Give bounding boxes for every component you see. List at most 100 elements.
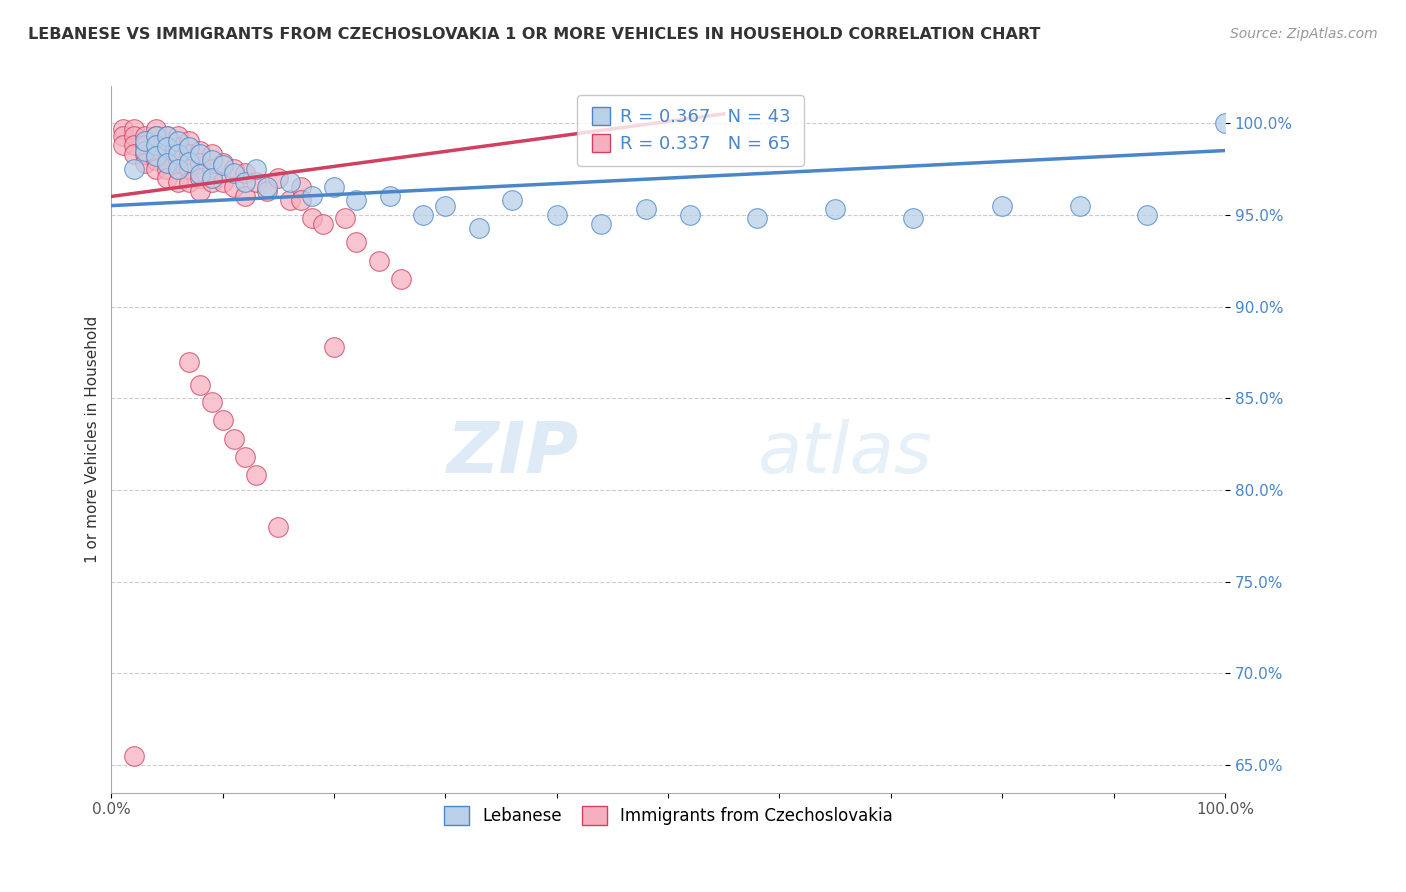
Point — [145, 128, 167, 143]
Point — [201, 161, 224, 176]
Text: Source: ZipAtlas.com: Source: ZipAtlas.com — [1230, 27, 1378, 41]
Point — [233, 450, 256, 464]
Point — [335, 211, 357, 226]
Point — [222, 432, 245, 446]
Point — [290, 180, 312, 194]
Point — [679, 208, 702, 222]
Point — [468, 220, 491, 235]
Point — [378, 189, 401, 203]
Point — [245, 161, 267, 176]
Point — [634, 202, 657, 217]
Point — [179, 140, 201, 154]
Point — [122, 121, 145, 136]
Point — [222, 161, 245, 176]
Point — [245, 175, 267, 189]
Text: LEBANESE VS IMMIGRANTS FROM CZECHOSLOVAKIA 1 OR MORE VEHICLES IN HOUSEHOLD CORRE: LEBANESE VS IMMIGRANTS FROM CZECHOSLOVAK… — [28, 27, 1040, 42]
Point — [190, 147, 212, 161]
Point — [156, 156, 179, 170]
Point — [290, 193, 312, 207]
Point — [233, 165, 256, 179]
Point — [111, 128, 134, 143]
Point — [591, 217, 613, 231]
Point — [201, 147, 224, 161]
Point — [1136, 208, 1159, 222]
Point — [156, 140, 179, 154]
Point — [122, 138, 145, 153]
Point — [546, 208, 568, 222]
Point — [167, 140, 190, 154]
Point — [323, 340, 346, 354]
Y-axis label: 1 or more Vehicles in Household: 1 or more Vehicles in Household — [86, 316, 100, 563]
Point — [167, 147, 190, 161]
Point — [211, 413, 233, 427]
Point — [145, 144, 167, 158]
Point — [122, 128, 145, 143]
Point — [122, 161, 145, 176]
Point — [201, 171, 224, 186]
Point — [190, 168, 212, 182]
Point — [179, 147, 201, 161]
Point — [167, 153, 190, 167]
Text: ZIP: ZIP — [447, 419, 579, 488]
Point — [434, 198, 457, 212]
Point — [267, 519, 290, 533]
Point — [278, 193, 301, 207]
Point — [179, 354, 201, 368]
Point — [111, 121, 134, 136]
Point — [211, 156, 233, 170]
Point — [211, 158, 233, 172]
Point — [156, 161, 179, 176]
Point — [344, 193, 367, 207]
Point — [278, 175, 301, 189]
Point — [156, 128, 179, 143]
Point — [134, 138, 156, 153]
Point — [167, 161, 190, 176]
Point — [134, 156, 156, 170]
Point — [301, 189, 323, 203]
Point — [256, 184, 278, 198]
Point — [190, 184, 212, 198]
Point — [145, 149, 167, 163]
Point — [901, 211, 924, 226]
Point — [167, 175, 190, 189]
Point — [179, 175, 201, 189]
Point — [501, 193, 523, 207]
Point — [111, 138, 134, 153]
Point — [156, 153, 179, 167]
Point — [134, 128, 156, 143]
Point — [301, 211, 323, 226]
Point — [145, 128, 167, 143]
Point — [222, 180, 245, 194]
Point — [1213, 116, 1236, 130]
Point — [344, 235, 367, 250]
Point — [134, 147, 156, 161]
Point — [412, 208, 434, 222]
Point — [267, 171, 290, 186]
Point — [201, 153, 224, 167]
Point — [134, 135, 156, 149]
Point — [156, 171, 179, 186]
Point — [167, 161, 190, 176]
Point — [312, 217, 335, 231]
Point — [190, 171, 212, 186]
Point — [201, 175, 224, 189]
Point — [190, 156, 212, 170]
Point — [211, 175, 233, 189]
Point — [233, 175, 256, 189]
Point — [323, 180, 346, 194]
Point — [167, 135, 190, 149]
Legend: Lebanese, Immigrants from Czechoslovakia: Lebanese, Immigrants from Czechoslovakia — [436, 797, 901, 834]
Point — [747, 211, 769, 226]
Point — [367, 253, 389, 268]
Point — [156, 128, 179, 143]
Point — [1069, 198, 1091, 212]
Point — [145, 153, 167, 167]
Point — [245, 468, 267, 483]
Point — [179, 154, 201, 169]
Point — [233, 189, 256, 203]
Text: atlas: atlas — [758, 419, 932, 488]
Point — [134, 144, 156, 158]
Point — [122, 748, 145, 763]
Point — [156, 140, 179, 154]
Point — [824, 202, 846, 217]
